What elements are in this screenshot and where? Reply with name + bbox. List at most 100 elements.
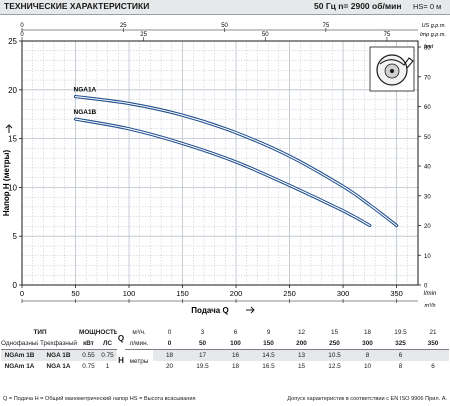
q-lmin-cell: 100: [219, 338, 253, 350]
head-cell: 6: [384, 349, 418, 361]
head-cell: 16.5: [262, 363, 275, 370]
q-m3h-cell: 19.5: [394, 329, 407, 336]
pump-icon-hub: [390, 69, 394, 73]
head-cell: 10: [363, 363, 372, 370]
y-tick-label: 25: [8, 37, 17, 46]
frequency-label: 50 Гц n= 2900 об/мин: [314, 1, 402, 11]
imp-gpm-tick-label: 50: [262, 32, 269, 38]
model-single: NGAm 1A: [4, 363, 35, 370]
header-bar: ТЕХНИЧЕСКИЕ ХАРАКТЕРИСТИКИ 50 Гц n= 2900…: [0, 0, 450, 15]
head-cell: 13: [285, 349, 319, 361]
y-tick-label: 0: [13, 281, 18, 290]
h-letter: H: [118, 356, 124, 366]
grid-layer: [21, 40, 419, 286]
q-m3h-cell: 12: [297, 329, 306, 336]
head-cell: 8: [351, 349, 385, 361]
unit-m: метры: [129, 357, 149, 365]
feet-tick-label: 0: [424, 284, 428, 290]
x-tick-label: 0: [20, 289, 24, 298]
x-tick-label: 350: [390, 289, 403, 298]
x-tick-label: 100: [123, 289, 136, 298]
curve-nga1b-core: [74, 118, 371, 227]
model-three: NGA 1A: [46, 363, 71, 370]
unit-lmin: л/мин.: [125, 338, 154, 350]
q-m3h-cell: 6: [233, 329, 238, 336]
unit-m3h: м³/ч.: [132, 329, 146, 336]
head-cell: 19.5: [196, 363, 209, 370]
tolerance-footnote: Допуск характеристик в соответствии с EN…: [287, 396, 447, 402]
q-lmin-cell: 150: [252, 338, 286, 350]
us-gpm-tick-label: 25: [120, 23, 127, 29]
q-m3h-cell: 18: [363, 329, 372, 336]
q-lmin-cell: 50: [186, 338, 220, 350]
q-lmin-cell: 300: [351, 338, 385, 350]
head-cell: 16: [219, 349, 253, 361]
x-tick-label: 250: [283, 289, 296, 298]
type-header: ТИП: [33, 329, 47, 336]
power-hp: 1: [105, 363, 110, 370]
power-hp: 0.75: [98, 349, 118, 361]
footer: Q = Подача H = Общий манометрический нап…: [0, 394, 450, 406]
x-unit2-label: m³/h: [425, 303, 436, 309]
curve-nga1b-outline: [73, 117, 372, 228]
y-tick-label: 10: [8, 183, 17, 192]
x-tick-label: 150: [176, 289, 189, 298]
x-tick-label: 50: [71, 289, 79, 298]
imp-gpm-tick-label: 25: [140, 32, 147, 38]
pump-icon-outlet: [379, 57, 414, 69]
x-tick-label: 200: [230, 289, 243, 298]
legend-footnote: Q = Подача H = Общий манометрический нап…: [3, 396, 196, 402]
y-axis-title: Напор H (метры): [2, 150, 11, 217]
head-cell: 20: [165, 363, 174, 370]
labels-layer: 0 50 100 150 200 250 300 350 l/minm³/h0510152025…: [2, 23, 446, 315]
feet-tick-label: 50: [424, 135, 431, 141]
spec-table: ТИП МОЩНОСТЬ Q м³/ч. 0 3 6 9 12 15 18 19…: [1, 327, 450, 372]
spec-row-1a: NGAm 1A NGA 1A 0.75 1 20 19.5 18 16.5 15…: [1, 361, 449, 372]
spec-row-1b: NGAm 1B NGA 1B 0.55 0.75 H метры 18 17 1…: [1, 349, 450, 365]
q-m3h-cell: 9: [266, 329, 271, 336]
head-cell: 18: [153, 349, 187, 361]
head-cell: 14.5: [252, 349, 286, 361]
us-gpm-unit: US g.p.m.: [422, 23, 446, 29]
head-cell: 12.5: [328, 363, 341, 370]
y-tick-label: 20: [8, 86, 17, 95]
feet-tick-label: 60: [424, 105, 431, 111]
x-unit-label: l/min: [424, 291, 437, 297]
model-single: NGAm 1B: [1, 349, 38, 361]
feet-tick-label: 40: [424, 165, 431, 171]
x-axis-title: Подача Q: [191, 306, 228, 315]
imp-gpm-unit: Imp g.p.m.: [420, 32, 446, 38]
q-m3h-cell: 3: [200, 329, 205, 336]
feet-tick-label: 70: [424, 75, 431, 81]
y-tick-label: 15: [8, 135, 17, 144]
kw-header: кВт: [79, 338, 98, 350]
us-gpm-tick-label: 75: [323, 23, 330, 29]
suction-height-label: HS= 0 м: [413, 2, 442, 11]
power-header: МОЩНОСТЬ: [79, 329, 118, 336]
page-title: ТЕХНИЧЕСКИЕ ХАРАКТЕРИСТИКИ: [4, 1, 150, 11]
axes-layer: [19, 28, 421, 303]
x-axis-arrow-icon: [246, 306, 255, 314]
head-cell: 18: [231, 363, 240, 370]
q-m3h-cell: 0: [167, 329, 172, 336]
hp-header: ЛС: [98, 338, 118, 350]
x-tick-label: 300: [337, 289, 350, 298]
spec-header-row-1: ТИП МОЩНОСТЬ Q м³/ч. 0 3 6 9 12 15 18 19…: [1, 327, 449, 343]
power-kw: 0.75: [82, 363, 95, 370]
head-cell: 10.5: [318, 349, 352, 361]
series-label-nga1b: NGA1B: [74, 109, 97, 116]
y-tick-label: 5: [13, 232, 18, 241]
q-lmin-cell: 350: [417, 338, 450, 350]
three-phase-header: Трехфазный: [38, 338, 79, 350]
single-phase-header: Однофазный: [1, 338, 38, 350]
head-cell: [417, 349, 450, 361]
model-three: NGA 1B: [38, 349, 79, 361]
q-lmin-cell: 0: [153, 338, 187, 350]
feet-tick-label: 80: [424, 46, 431, 52]
curves-layer: [73, 95, 399, 228]
pump-impeller-icon: [369, 46, 415, 92]
q-m3h-cell: 15: [330, 329, 339, 336]
imp-gpm-tick-label: 0: [20, 32, 24, 38]
feet-tick-label: 30: [424, 194, 431, 200]
spec-header-row-2: Однофазный Трехфазный кВт ЛС л/мин. 0 50…: [1, 338, 450, 350]
